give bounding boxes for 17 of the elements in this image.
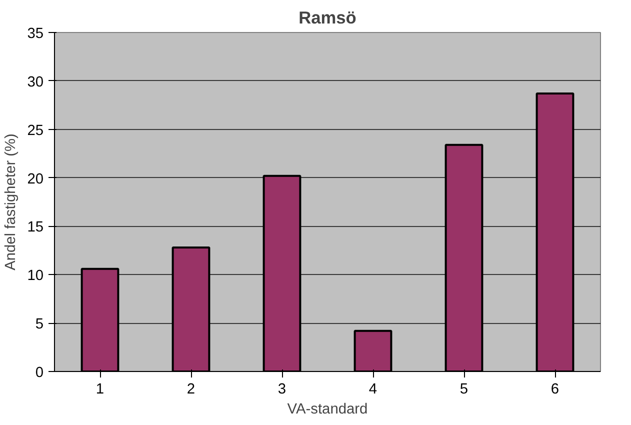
y-tick-label: 30: [27, 74, 44, 90]
chart-title: Ramsö: [298, 8, 356, 28]
x-tick-label: 3: [278, 382, 286, 398]
x-tick-label: 5: [460, 382, 468, 398]
y-tick-label: 0: [35, 365, 44, 381]
x-tick-label: 4: [368, 382, 378, 398]
y-tick-label: 15: [27, 220, 44, 236]
x-axis-title: VA-standard: [287, 402, 368, 418]
y-tick-label: 10: [27, 268, 44, 284]
x-tick-label: 1: [96, 382, 104, 398]
y-axis-title: Andel fastigheter (%): [3, 134, 20, 270]
y-tick-label: 25: [27, 122, 44, 139]
y-tick-label: 5: [35, 316, 44, 333]
y-tick-label: 35: [27, 26, 44, 42]
y-tick-label: 20: [27, 171, 44, 188]
x-tick-label: 2: [186, 382, 196, 398]
x-tick-label: 6: [550, 382, 560, 398]
